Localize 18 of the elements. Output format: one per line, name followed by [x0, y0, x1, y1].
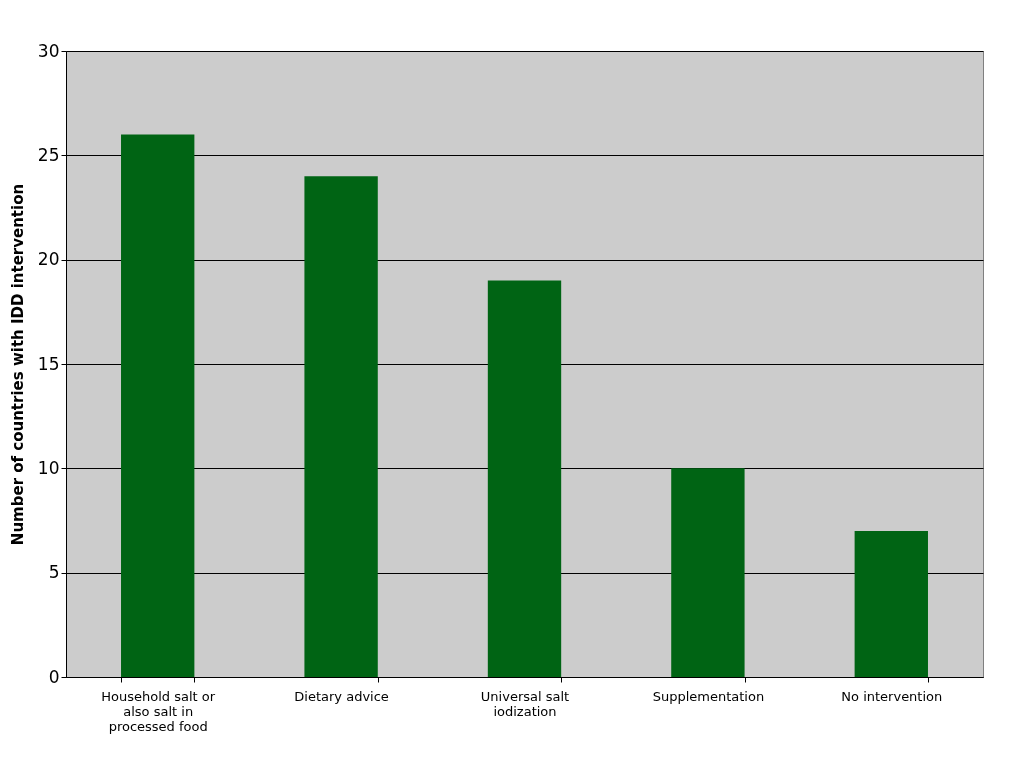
bar	[671, 468, 745, 677]
bar	[121, 134, 195, 677]
y-tick-label: 5	[48, 562, 60, 583]
x-tick-label: No intervention	[841, 688, 943, 704]
y-tick-label: 20	[37, 249, 60, 270]
y-tick-label: 0	[48, 666, 60, 687]
y-tick-label: 30	[37, 40, 60, 61]
bar	[854, 530, 928, 677]
y-tick-label: 15	[37, 353, 60, 374]
x-tick-label: Dietary advice	[294, 688, 389, 704]
x-tick-label: Household salt or also salt in processed food	[101, 688, 216, 734]
y-axis-title: Number of countries with IDD intervention	[8, 183, 27, 546]
x-tick-label: Supplementation	[652, 688, 765, 704]
x-tick-label: Universal salt iodization	[480, 688, 570, 719]
y-tick-label: 25	[37, 144, 60, 165]
bar	[304, 176, 378, 677]
bar	[487, 280, 562, 677]
y-tick-label: 10	[37, 457, 60, 478]
